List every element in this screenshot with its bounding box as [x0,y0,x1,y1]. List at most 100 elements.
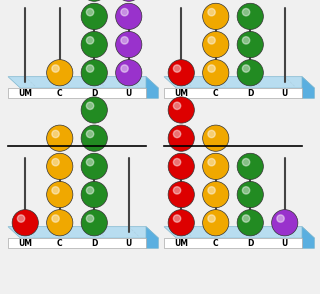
Circle shape [208,158,215,166]
Polygon shape [8,227,158,238]
Polygon shape [8,77,158,88]
Circle shape [81,0,108,1]
Circle shape [86,102,94,109]
Polygon shape [164,77,315,88]
Circle shape [237,210,263,236]
Text: UM: UM [174,239,188,248]
Circle shape [242,37,250,44]
Circle shape [121,65,128,72]
Circle shape [242,215,250,222]
Circle shape [52,187,59,194]
Text: U: U [282,89,288,98]
Circle shape [47,153,73,179]
Polygon shape [302,227,315,248]
Circle shape [168,153,194,179]
Circle shape [116,3,142,29]
Circle shape [168,181,194,208]
Circle shape [121,37,128,44]
Circle shape [121,9,128,16]
Circle shape [47,210,73,236]
Circle shape [12,210,38,236]
Circle shape [208,130,215,138]
Circle shape [242,158,250,166]
Circle shape [168,97,194,123]
Text: U: U [282,239,288,248]
Text: D: D [91,89,97,98]
Circle shape [116,0,142,1]
Circle shape [86,130,94,138]
Polygon shape [164,238,302,248]
Circle shape [81,31,108,58]
Circle shape [52,130,59,138]
Text: U: U [126,239,132,248]
Circle shape [203,3,229,29]
Circle shape [237,181,263,208]
Text: D: D [247,239,253,248]
Circle shape [86,215,94,222]
Circle shape [237,60,263,86]
Polygon shape [146,227,158,248]
Circle shape [173,158,181,166]
Circle shape [81,3,108,29]
Circle shape [203,210,229,236]
Circle shape [277,215,284,222]
Text: D: D [247,89,253,98]
Circle shape [168,210,194,236]
Circle shape [168,60,194,86]
Circle shape [17,215,25,222]
Circle shape [86,37,94,44]
Circle shape [208,9,215,16]
Text: C: C [213,239,219,248]
Text: UM: UM [18,239,32,248]
Circle shape [86,65,94,72]
Circle shape [208,187,215,194]
Circle shape [86,158,94,166]
Circle shape [203,153,229,179]
Circle shape [116,31,142,58]
Text: UM: UM [174,89,188,98]
Polygon shape [164,227,315,238]
Circle shape [47,181,73,208]
Circle shape [168,125,194,151]
Circle shape [81,125,108,151]
Circle shape [81,60,108,86]
Circle shape [272,210,298,236]
Text: U: U [126,89,132,98]
Circle shape [81,97,108,123]
Circle shape [242,187,250,194]
Circle shape [52,215,59,222]
Circle shape [242,65,250,72]
Text: D: D [91,239,97,248]
Circle shape [173,65,181,72]
Polygon shape [146,77,158,98]
Circle shape [173,130,181,138]
Text: C: C [57,239,63,248]
Text: C: C [57,89,63,98]
Circle shape [173,187,181,194]
Circle shape [52,65,59,72]
Circle shape [203,60,229,86]
Text: UM: UM [18,89,32,98]
Polygon shape [8,88,146,98]
Circle shape [242,9,250,16]
Polygon shape [164,88,302,98]
Circle shape [81,210,108,236]
Circle shape [203,125,229,151]
Circle shape [237,153,263,179]
Circle shape [237,31,263,58]
Circle shape [237,3,263,29]
Circle shape [52,158,59,166]
Circle shape [81,153,108,179]
Circle shape [208,215,215,222]
Circle shape [47,60,73,86]
Circle shape [208,37,215,44]
Circle shape [208,65,215,72]
Circle shape [203,31,229,58]
Polygon shape [8,238,146,248]
Circle shape [173,102,181,109]
Circle shape [203,181,229,208]
Circle shape [86,187,94,194]
Text: C: C [213,89,219,98]
Circle shape [86,9,94,16]
Circle shape [47,125,73,151]
